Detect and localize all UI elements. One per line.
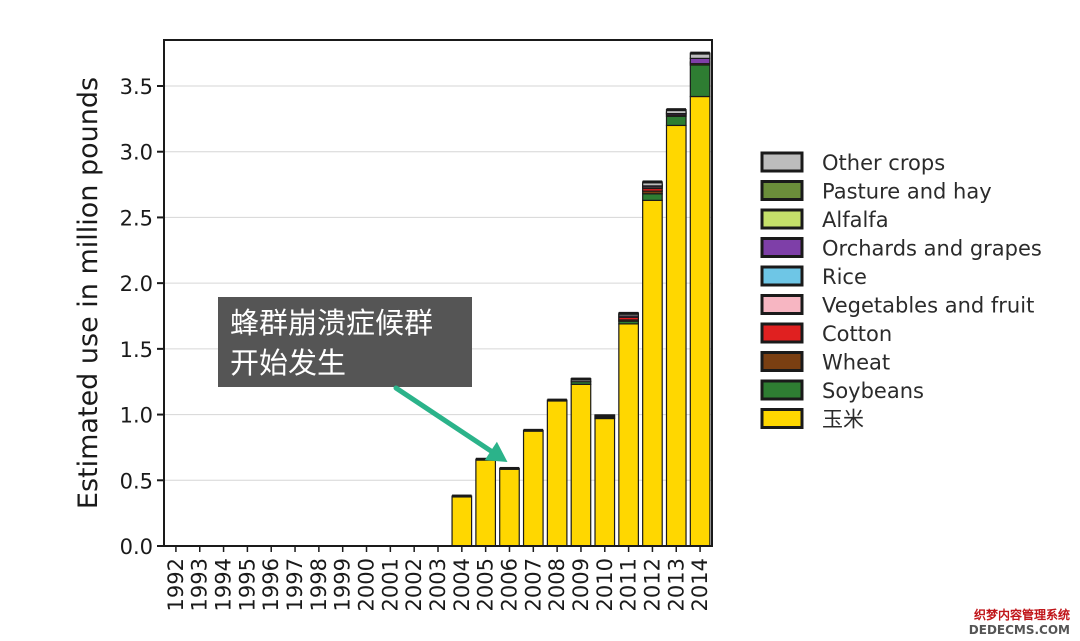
x-tick-label: 2004 bbox=[450, 558, 474, 611]
x-tick-label: 2005 bbox=[474, 558, 498, 611]
annotation-box bbox=[218, 297, 472, 387]
annotation-arrowhead bbox=[484, 441, 508, 462]
y-tick-label: 3.5 bbox=[120, 75, 153, 99]
bar-cap bbox=[499, 466, 520, 470]
bar-cap bbox=[523, 428, 544, 432]
bars bbox=[451, 51, 711, 547]
annotation-arrow bbox=[393, 385, 494, 454]
annotation-line-2: 开始发生 bbox=[230, 346, 346, 380]
legend-label: Soybeans bbox=[822, 379, 924, 403]
watermark-line-2: DEDECMS.COM bbox=[969, 623, 1070, 637]
x-tick-label: 2011 bbox=[617, 558, 641, 611]
bar-segment bbox=[451, 495, 473, 547]
legend-label: Wheat bbox=[822, 351, 890, 375]
y-tick-label: 0.0 bbox=[120, 535, 153, 559]
bar-segment bbox=[642, 199, 663, 547]
x-tick-label: 2001 bbox=[378, 558, 402, 611]
legend-swatch bbox=[760, 151, 804, 173]
legend-swatch bbox=[760, 294, 804, 315]
bar-cap bbox=[618, 311, 639, 315]
x-tick-label: 2012 bbox=[640, 558, 664, 611]
bar-segment bbox=[594, 417, 616, 547]
x-tick-label: 2007 bbox=[521, 558, 545, 611]
x-tick-label: 1993 bbox=[188, 558, 212, 611]
bar-cap bbox=[452, 494, 472, 498]
y-tick-label: 2.5 bbox=[120, 206, 153, 230]
x-tick-label: 1994 bbox=[212, 558, 236, 611]
bar-segment bbox=[570, 383, 592, 547]
bar-segment bbox=[665, 124, 687, 547]
bar-cap bbox=[547, 398, 567, 402]
x-tick-label: 2010 bbox=[593, 558, 617, 611]
bar-segment bbox=[665, 115, 687, 127]
legend-label: Vegetables and fruit bbox=[822, 294, 1034, 318]
legend: Other crops Pasture and hay Alfalfa Orchard… bbox=[760, 151, 1042, 432]
x-tick-label: 1992 bbox=[164, 558, 188, 611]
annotation-line-1: 蜂群崩溃症候群 bbox=[230, 306, 433, 340]
x-tick-label: 2014 bbox=[688, 558, 712, 611]
legend-label: Other crops bbox=[822, 151, 945, 175]
y-tick-label: 2.0 bbox=[120, 272, 153, 296]
y-tick-label: 1.0 bbox=[120, 404, 153, 428]
legend-label: Cotton bbox=[822, 322, 892, 346]
bar-segment bbox=[689, 95, 711, 547]
bar-segment bbox=[689, 57, 711, 65]
bar-cap bbox=[690, 51, 710, 55]
x-tick-label: 1996 bbox=[259, 558, 283, 611]
legend-swatch bbox=[760, 379, 804, 401]
y-axis-label: Estimated use in million pounds bbox=[73, 77, 104, 509]
bar-cap bbox=[595, 415, 615, 419]
x-tick-label: 2006 bbox=[497, 558, 521, 611]
y-tick-label: 3.0 bbox=[120, 141, 153, 165]
x-tick-label: 2008 bbox=[545, 558, 569, 611]
bar-segment bbox=[642, 193, 663, 201]
y-tick-label: 1.5 bbox=[120, 338, 153, 362]
x-tick-label: 1998 bbox=[307, 558, 331, 611]
x-tick-label: 2013 bbox=[664, 558, 688, 611]
x-tick-label: 2003 bbox=[426, 558, 450, 611]
bar-segment bbox=[522, 429, 544, 547]
bar-cap bbox=[571, 377, 591, 381]
x-tick-label: 1999 bbox=[331, 558, 355, 611]
bar-segment bbox=[689, 64, 711, 98]
bar-cap bbox=[666, 108, 687, 112]
x-tick-label: 2009 bbox=[569, 558, 593, 611]
x-tick-label: 1997 bbox=[283, 558, 307, 611]
bar-segment bbox=[618, 323, 639, 547]
legend-swatch bbox=[760, 208, 804, 230]
legend-swatch bbox=[760, 265, 804, 287]
legend-label: 玉米 bbox=[822, 408, 864, 432]
x-tick-label: 1995 bbox=[235, 558, 259, 611]
y-tick-label: 0.5 bbox=[120, 469, 153, 493]
legend-swatch bbox=[760, 237, 804, 258]
x-tick-label: 2000 bbox=[355, 558, 379, 611]
watermark: 织梦内容管理系统 DEDECMS.COM bbox=[969, 607, 1070, 637]
legend-label: Alfalfa bbox=[822, 208, 889, 232]
legend-label: Orchards and grapes bbox=[822, 237, 1042, 261]
legend-swatch bbox=[760, 351, 804, 372]
annotation: 蜂群崩溃症候群 开始发生 bbox=[218, 297, 508, 462]
bar-segment bbox=[475, 458, 497, 547]
legend-swatch bbox=[760, 408, 804, 429]
x-axis-ticks: 1992 1993 1994 1995 1996 1997 1998 1999 2000 2001… bbox=[164, 546, 712, 611]
legend-label: Pasture and hay bbox=[822, 180, 992, 204]
legend-swatch bbox=[760, 322, 804, 344]
y-axis-ticks: 0.0 0.5 1.0 1.5 2.0 2.5 3.0 3.5 bbox=[120, 75, 164, 559]
watermark-line-1: 织梦内容管理系统 bbox=[974, 607, 1070, 622]
bar-segment bbox=[546, 399, 568, 547]
legend-swatch bbox=[760, 180, 804, 201]
legend-label: Rice bbox=[822, 265, 867, 289]
bar-segment bbox=[499, 467, 520, 547]
x-tick-label: 2002 bbox=[402, 558, 426, 611]
bar-cap bbox=[642, 180, 663, 184]
